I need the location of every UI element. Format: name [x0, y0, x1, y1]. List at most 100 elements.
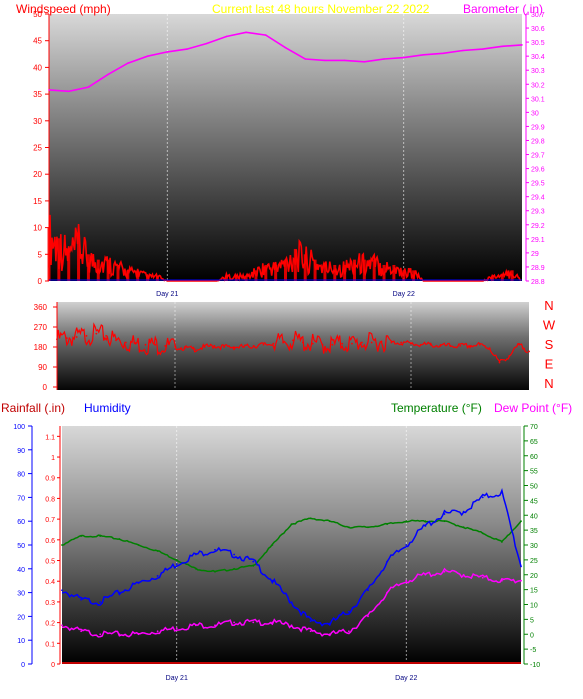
humidity-point	[520, 565, 522, 568]
dewpoint-point	[156, 630, 159, 633]
direction-point	[213, 344, 216, 347]
windspeed-bar	[382, 264, 386, 281]
rainfall-tick-label: 0.3	[45, 600, 55, 607]
windspeed-tick-label: 50	[33, 10, 42, 19]
temperature-tick-label: 55	[530, 469, 538, 476]
windspeed-bar	[284, 259, 287, 281]
direction-point	[301, 341, 304, 344]
direction-point	[351, 342, 353, 345]
dewpoint-point	[99, 633, 102, 636]
temperature-tick-label: 30	[530, 543, 538, 550]
barometer-point	[402, 56, 405, 59]
temperature-point	[386, 523, 389, 526]
direction-point	[410, 342, 412, 345]
temperature-point	[405, 520, 408, 523]
humidity-tick-label: 0	[21, 662, 25, 669]
humidity-point	[252, 560, 255, 563]
barometer-point	[442, 52, 444, 55]
dewpoint-point	[500, 579, 503, 582]
direction-tick-label: 270	[34, 323, 48, 332]
windspeed-bar	[510, 270, 514, 281]
dewpoint-point	[309, 630, 312, 633]
direction-point	[56, 338, 58, 341]
barometer-point	[225, 35, 228, 38]
windspeed-tick-label: 45	[33, 37, 42, 46]
temperature-point	[156, 550, 159, 552]
temperature-point	[99, 535, 102, 537]
windspeed-tick-label: 0	[38, 277, 43, 286]
windspeed-bar	[116, 264, 120, 281]
direction-point	[370, 341, 373, 344]
direction-point	[193, 348, 196, 351]
barometer-point	[363, 60, 366, 63]
windspeed-bar	[490, 275, 494, 281]
dewpoint-point	[194, 624, 197, 627]
windspeed-bar	[254, 270, 258, 281]
barometer-point	[304, 58, 307, 60]
windspeed-bar	[333, 264, 337, 281]
humidity-point	[271, 579, 274, 582]
humidity-axis-label: Humidity	[84, 401, 131, 415]
rainfall-tick-label: 0.5	[45, 559, 55, 566]
windspeed-bar	[303, 254, 307, 281]
temperature-tick-label: -10	[530, 662, 540, 669]
barometer-point	[205, 42, 208, 45]
direction-point	[439, 344, 442, 347]
humidity-tick-label: 60	[17, 519, 25, 526]
direction-point	[252, 344, 255, 347]
dewpoint-point	[347, 630, 350, 633]
windspeed-bar	[343, 264, 347, 281]
climate-plot-area	[62, 426, 521, 664]
temperature-tick-label: -5	[530, 647, 536, 654]
barometer-tick-label: 30.3	[531, 68, 545, 75]
humidity-tick-label: 20	[17, 614, 25, 621]
barometer-tick-label: 29.4	[531, 195, 545, 202]
direction-point	[95, 332, 98, 335]
temperature-tick-label: 45	[530, 498, 538, 505]
barometer-tick-label: 28.9	[531, 265, 545, 272]
barometer-tick-label: 30.4	[531, 54, 545, 61]
rainfall-tick-label: 0.4	[45, 579, 55, 586]
direction-point	[331, 343, 334, 346]
windspeed-tick-label: 15	[33, 197, 42, 206]
temperature-point	[481, 532, 484, 534]
temperature-tick-label: 0	[530, 632, 534, 639]
direction-point	[223, 346, 226, 348]
barometer-tick-label: 30.1	[531, 96, 545, 103]
barometer-point	[284, 46, 287, 49]
temperature-point	[309, 517, 312, 520]
barometer-point	[462, 49, 464, 52]
windspeed-bar	[392, 264, 396, 281]
windspeed-bar	[224, 275, 228, 281]
dewpoint-point	[367, 615, 369, 618]
windspeed-bar	[244, 275, 248, 281]
temperature-tick-label: 20	[530, 573, 538, 580]
direction-point	[105, 334, 108, 337]
humidity-point	[367, 589, 369, 592]
rainfall-tick-label: 0.1	[45, 641, 55, 648]
humidity-point	[137, 582, 140, 584]
barometer-point	[481, 48, 484, 50]
dewpoint-point	[271, 621, 274, 624]
day-tick-label: Day 21	[156, 291, 178, 298]
rainfall-tick-label: 0.8	[45, 496, 55, 503]
direction-point	[380, 340, 383, 343]
day-tick-label: Day 21	[166, 675, 188, 682]
temperature-point	[175, 558, 178, 561]
barometer-tick-label: 29.2	[531, 223, 545, 230]
humidity-point	[61, 589, 63, 592]
direction-point	[85, 334, 88, 337]
direction-point	[292, 339, 294, 342]
rainfall-tick-label: 1.1	[45, 434, 55, 441]
direction-point	[528, 350, 530, 353]
dewpoint-point	[80, 630, 83, 633]
humidity-point	[118, 591, 121, 594]
barometer-tick-label: 29.3	[531, 209, 545, 216]
humidity-tick-label: 10	[17, 638, 25, 645]
day-tick-label: Day 22	[393, 291, 415, 298]
compass-direction-label: W	[543, 318, 556, 333]
dewpoint-point	[386, 591, 389, 594]
dewpoint-point	[290, 624, 293, 627]
windspeed-bar	[57, 238, 61, 281]
humidity-tick-label: 80	[17, 472, 25, 479]
